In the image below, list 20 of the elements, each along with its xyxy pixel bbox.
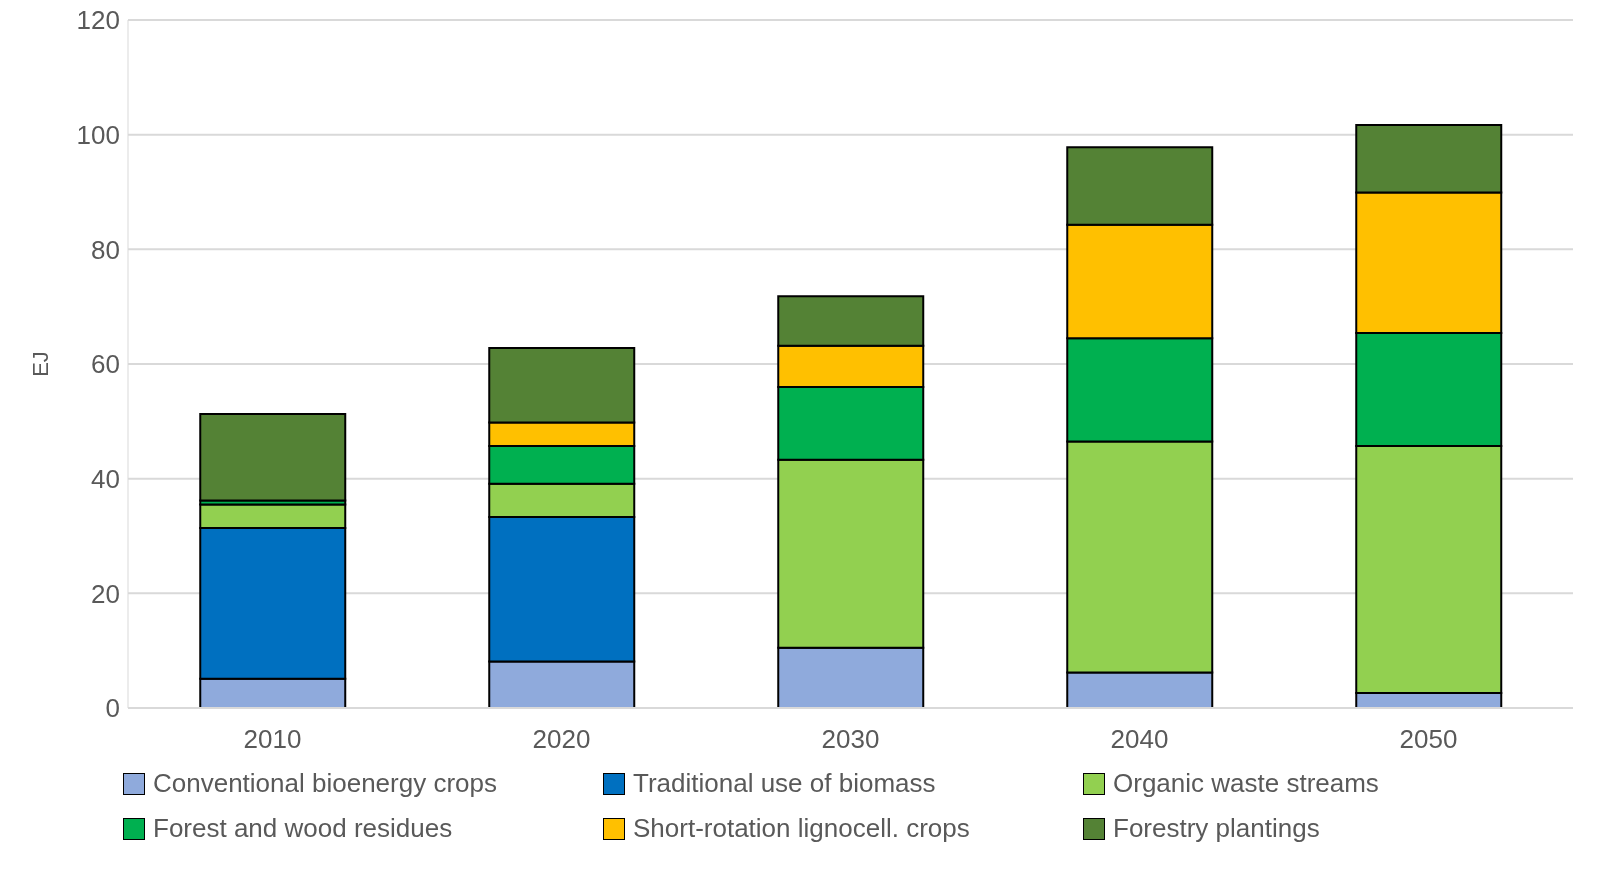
legend-label: Forestry plantings	[1113, 813, 1320, 844]
legend-label: Forest and wood residues	[153, 813, 453, 844]
x-tick-label: 2010	[243, 724, 302, 755]
y-tick-label: 40	[91, 463, 120, 494]
bar	[199, 412, 347, 502]
x-tick-label: 2030	[821, 724, 880, 755]
y-tick-label: 100	[76, 119, 120, 150]
y-tick-label: 20	[91, 578, 120, 609]
y-tick-label: 0	[105, 693, 120, 724]
legend-label: Traditional use of biomass	[633, 768, 936, 799]
x-tick-label: 2050	[1399, 724, 1458, 755]
y-tick-label: 60	[91, 349, 120, 380]
y-axis-title: EJ	[27, 351, 53, 377]
legend-label: Organic waste streams	[1113, 768, 1379, 799]
y-tick-label: 120	[76, 5, 120, 36]
legend-label: Conventional bioenergy crops	[153, 768, 497, 799]
x-tick-label: 2040	[1110, 724, 1169, 755]
y-tick-label: 80	[91, 234, 120, 265]
legend-label: Short-rotation lignocell. crops	[633, 813, 970, 844]
x-tick-label: 2020	[532, 724, 591, 755]
